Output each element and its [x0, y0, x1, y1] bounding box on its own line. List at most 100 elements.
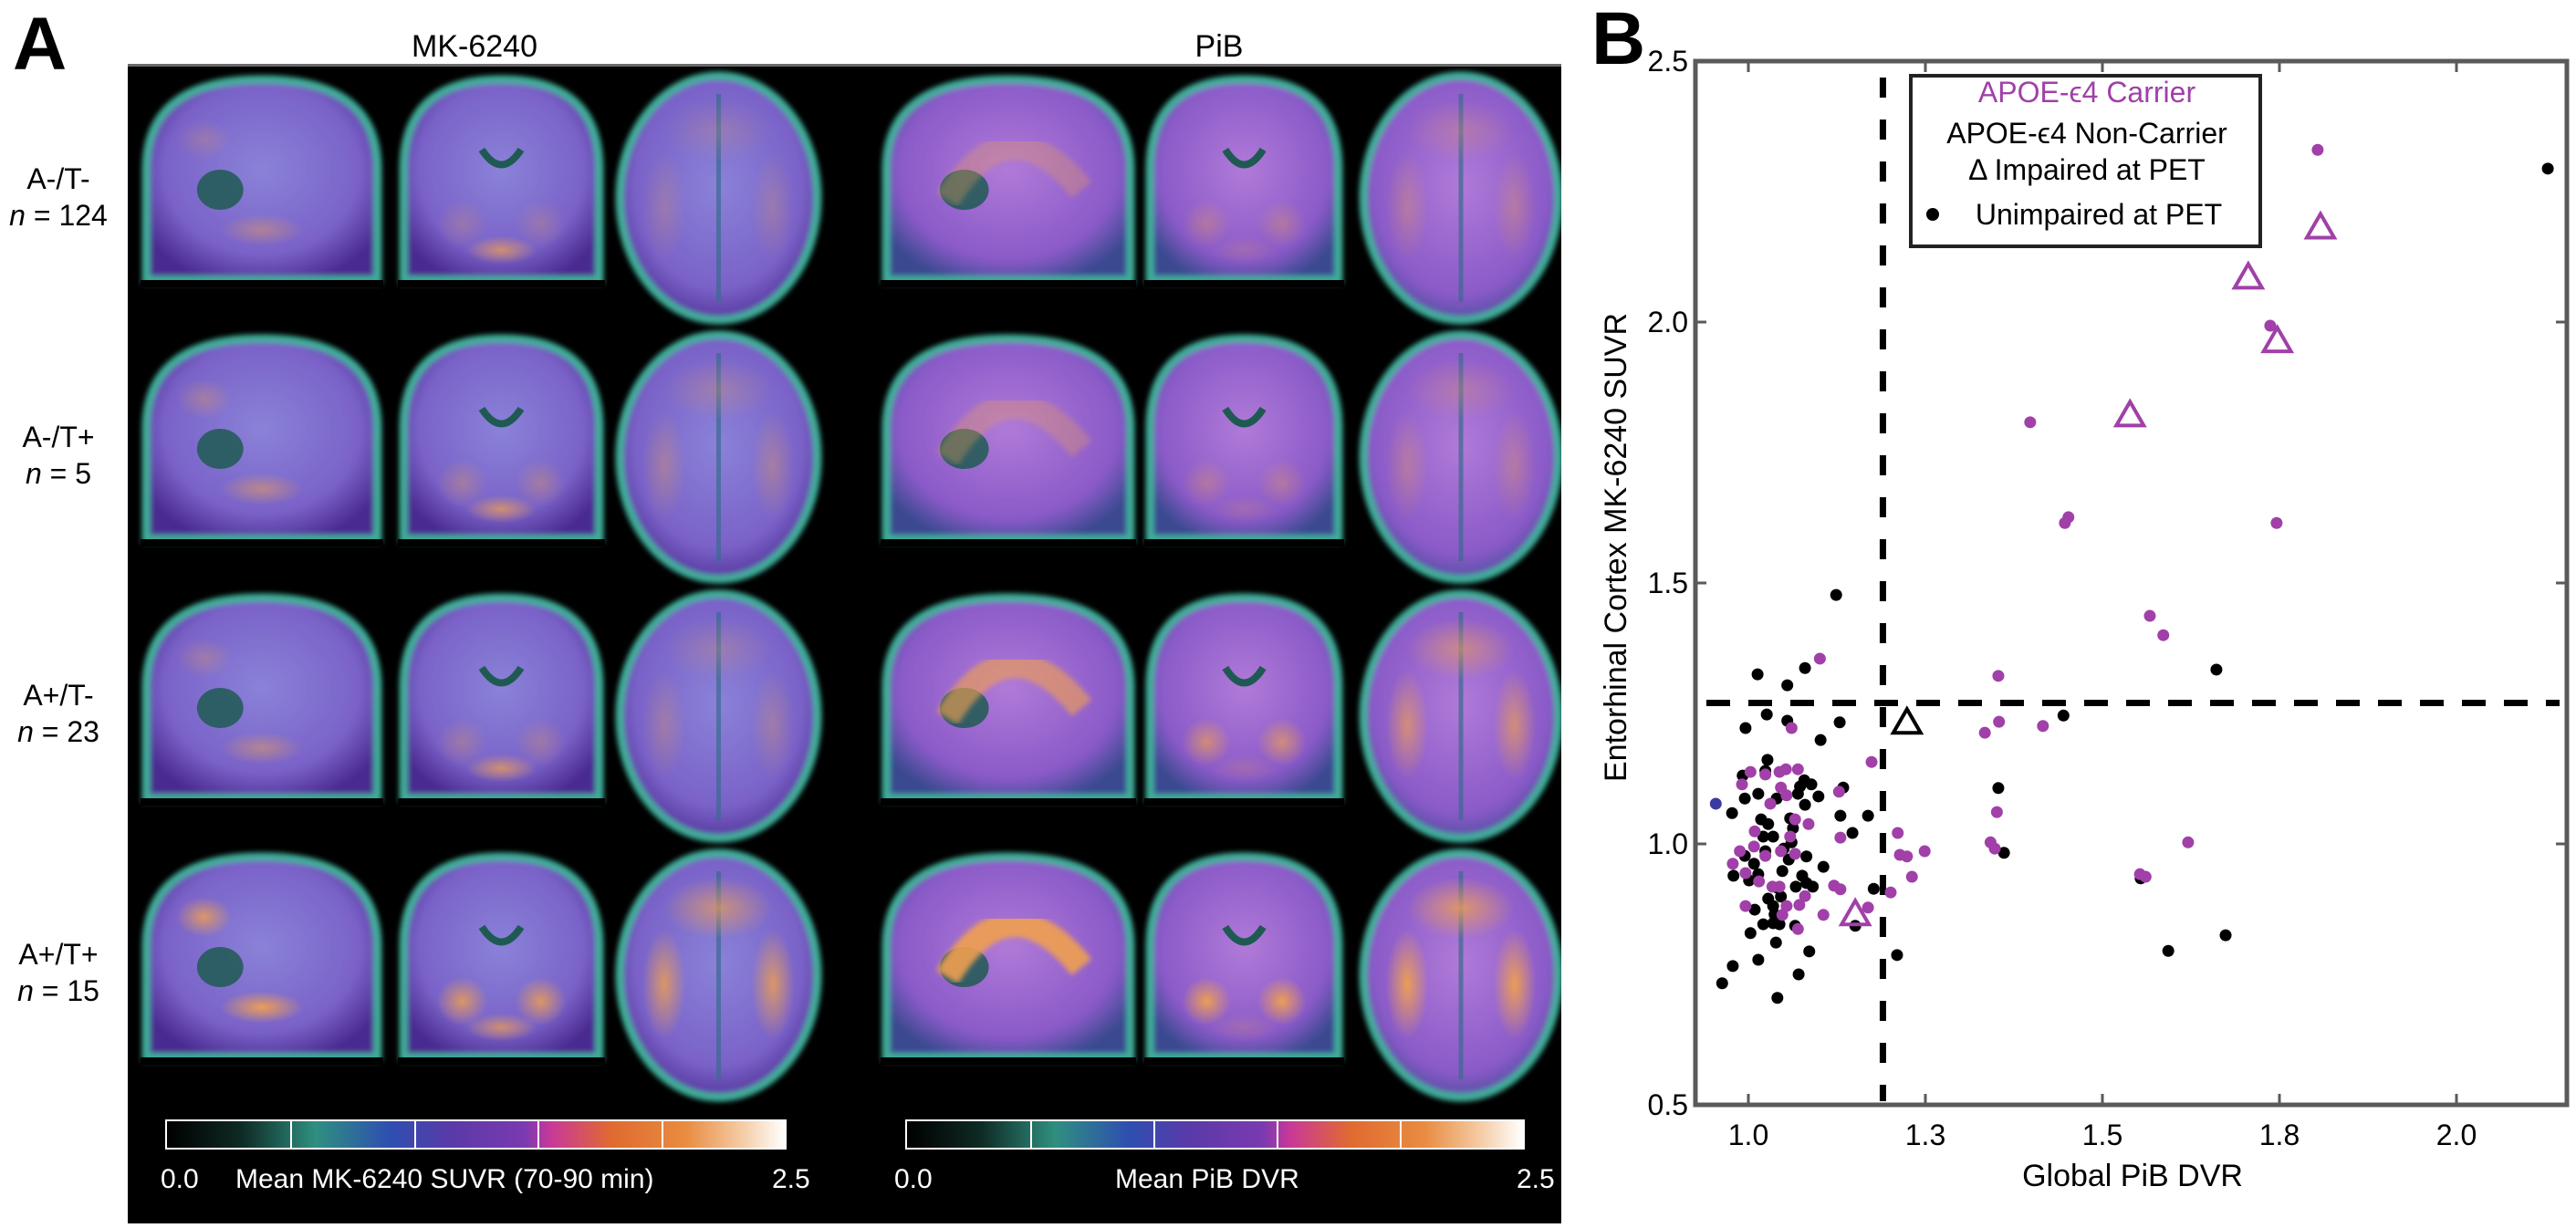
row-group: A-/T+: [22, 421, 95, 453]
scatter-point: [1781, 679, 1794, 692]
scatter-point: [2210, 663, 2223, 676]
scatter-point: [1865, 755, 1878, 768]
brain-slice-sag: [141, 334, 383, 546]
brain-slice-ax: [1359, 848, 1561, 1102]
scatter-point: [1832, 786, 1845, 798]
brain-slice-sag: [881, 593, 1136, 806]
scatter-point: [1997, 847, 2010, 859]
legend-box: [1909, 74, 2262, 248]
scatter-point: [1752, 953, 1765, 966]
brain-slice-cor: [398, 852, 605, 1065]
scatter-point: [1792, 968, 1805, 981]
scatter-point: [1884, 886, 1897, 899]
brain-slice-ax: [615, 848, 822, 1102]
scatter-point: [1779, 763, 1792, 775]
legend-carrier: APOE-ϵ4 Carrier: [1978, 76, 2196, 109]
scatter-point: [2264, 319, 2277, 332]
brain-slice-cor: [1144, 334, 1344, 546]
brain-slice-ax: [615, 330, 822, 584]
scatter-point: [1791, 763, 1804, 775]
colorbar-pib: [905, 1119, 1525, 1150]
brain-slice-sag: [141, 593, 383, 806]
scatter-point: [1775, 890, 1788, 903]
legend-non-carrier: APOE-ϵ4 Non-Carrier: [1946, 117, 2227, 150]
x-tick-label: 1.0: [1728, 1119, 1768, 1151]
scatter-point: [1759, 849, 1772, 862]
scatter-point: [1726, 960, 1739, 973]
scatter-point: [1738, 792, 1751, 805]
legend-dot-icon: [1926, 208, 1939, 221]
panel-a-letter: A: [13, 3, 68, 86]
row-n-value: = 124: [25, 199, 108, 232]
scatter-point: [1813, 652, 1826, 665]
scatter-point: [1751, 668, 1764, 681]
scatter-point: [2139, 870, 2152, 883]
x-tick-label: 1.3: [1905, 1119, 1945, 1151]
scatter-point: [2057, 709, 2070, 722]
scatter-point: [1761, 754, 1774, 766]
colorbar-mk6240: [165, 1119, 787, 1150]
legend-unimpaired: Unimpaired at PET: [1976, 198, 2222, 231]
scatter-point: [1990, 806, 2003, 818]
row-group: A+/T+: [18, 938, 99, 971]
brain-slice-cor: [1144, 593, 1344, 806]
row-label: A-/T- n = 124: [2, 164, 115, 230]
scatter-point: [1771, 992, 1784, 1004]
scatter-point: [1760, 708, 1773, 721]
scatter-point: [1805, 778, 1818, 791]
scatter-point: [1748, 903, 1761, 916]
scatter-point: [2062, 511, 2075, 524]
scatter-point-triangle: [2303, 210, 2338, 240]
scatter-point: [1789, 848, 1801, 860]
threshold-lines: [1706, 78, 2560, 1101]
row-n-value: = 15: [33, 974, 99, 1007]
scatter-point: [1799, 661, 1811, 674]
x-tick-label: 1.5: [2082, 1119, 2122, 1151]
scatter-point: [1891, 949, 1903, 962]
legend-impaired: Δ Impaired at PET: [1968, 153, 2206, 186]
colorbar-mk6240-max: 2.5: [772, 1164, 810, 1194]
scatter-point: [1747, 858, 1760, 870]
scatter-point: [1769, 936, 1782, 949]
scatter-point: [1834, 809, 1847, 822]
row-n-value: = 23: [33, 715, 99, 748]
scatter-point: [1918, 845, 1931, 858]
scatter-point: [1739, 867, 1752, 879]
scatter-point: [1785, 722, 1798, 734]
scatter-point: [2219, 929, 2232, 942]
scatter-point: [1800, 850, 1813, 863]
scatter-point: [1734, 845, 1747, 858]
scatter-point: [1759, 768, 1772, 781]
scatter-point: [1727, 869, 1740, 882]
scatter-point: [1802, 817, 1815, 830]
scatter-point: [1791, 922, 1804, 935]
scatter-point: [1752, 787, 1765, 800]
row-n-symbol: n: [25, 457, 42, 490]
scatter-point: [1753, 875, 1766, 888]
brain-slice-ax: [1359, 330, 1561, 584]
scatter-point: [1807, 880, 1820, 893]
scatter-point: [1775, 845, 1788, 858]
scatter-point: [1784, 830, 1797, 843]
y-axis-title: Entorhinal Cortex MK-6240 SUVR: [1599, 313, 1633, 782]
scatter-point: [1716, 977, 1728, 990]
x-tick-label: 1.8: [2259, 1119, 2300, 1151]
scatter-point: [2541, 162, 2554, 175]
brain-slice-sag: [141, 852, 383, 1065]
scatter-point: [1776, 909, 1789, 921]
axis-ticks: 1.0 1.3 1.5 1.8 2.0 0.5 1.0 1.5 2.0 2.5: [1648, 45, 2567, 1151]
scatter-point: [1833, 716, 1846, 729]
scatter-point: [1747, 840, 1760, 853]
brain-slice-sag: [881, 852, 1136, 1065]
scatter-point: [1709, 797, 1722, 810]
y-tick-label: 0.5: [1648, 1088, 1688, 1121]
brain-slice-sag: [141, 75, 383, 287]
row-n-symbol: n: [17, 715, 34, 748]
scatter-point: [1817, 860, 1830, 873]
scatter-point: [2024, 416, 2037, 429]
pet-image-grid: [141, 71, 1561, 1102]
scatter-point: [2143, 609, 2156, 622]
scatter-point: [1988, 842, 2001, 855]
scatter-point: [1757, 918, 1769, 931]
brain-slice-ax: [615, 589, 822, 843]
